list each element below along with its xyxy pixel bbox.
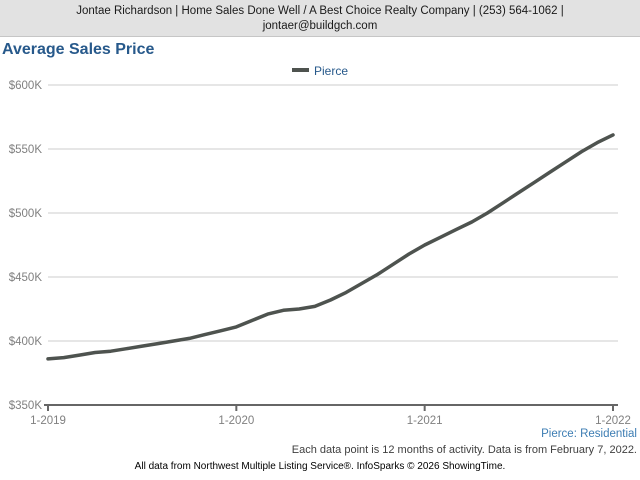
pierce-price-line (46, 133, 615, 361)
contact-header-line1: Jontae Richardson | Home Sales Done Well… (76, 5, 564, 17)
data-freshness-note: Each data point is 12 months of activity… (291, 444, 637, 456)
attribution-footer: All data from Northwest Multiple Listing… (134, 461, 506, 472)
chart-legend: Pierce (0, 63, 640, 78)
page-title: Average Sales Price (2, 41, 155, 58)
x-axis-tick-label: 1-2019 (30, 415, 66, 427)
region-note: Pierce: Residential (541, 428, 637, 440)
x-axis-tick-label: 1-2022 (595, 415, 631, 427)
y-axis-tick-label: $550K (9, 144, 43, 156)
contact-header: Jontae Richardson | Home Sales Done Well… (0, 0, 640, 37)
legend-label: Pierce (313, 63, 348, 78)
x-axis-tick-label: 1-2020 (218, 415, 254, 427)
y-axis-tick-label: $450K (9, 272, 43, 284)
y-axis-tick-label: $600K (9, 80, 43, 92)
contact-header-email: jontaer@buildgch.com (262, 20, 378, 32)
x-axis-tick-label: 1-2021 (407, 415, 443, 427)
y-axis-tick-label: $500K (9, 208, 43, 220)
y-axis-tick-label: $400K (9, 336, 43, 348)
y-axis-tick-label: $350K (9, 400, 43, 412)
legend-line-swatch (291, 67, 309, 72)
